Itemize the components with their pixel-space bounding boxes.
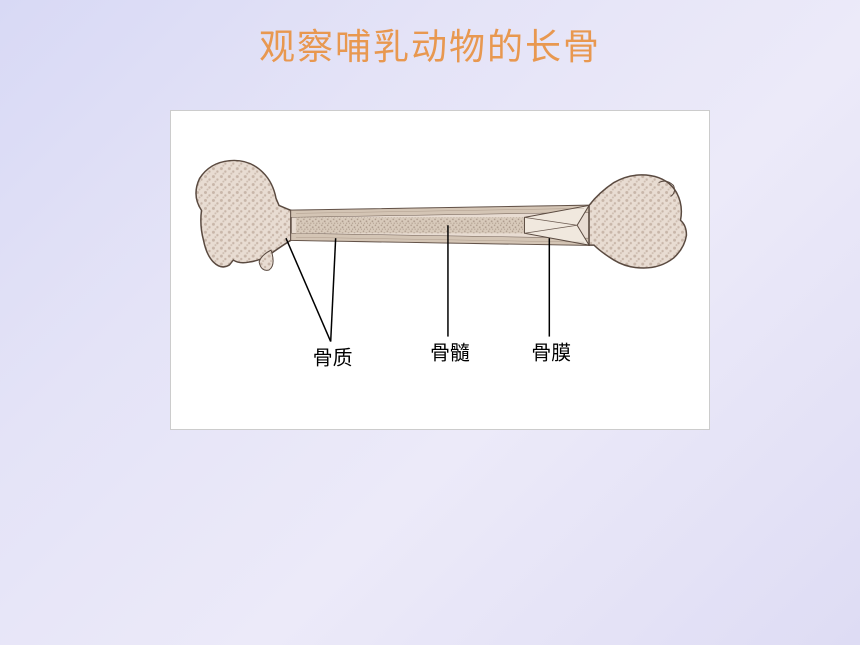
bone-diagram: 骨质 骨髓 骨膜	[170, 110, 710, 430]
bone-illustration: 骨质 骨髓 骨膜	[171, 111, 709, 429]
label-gumo: 骨膜	[531, 342, 571, 364]
bone-left-end	[196, 160, 291, 267]
label-guzhi: 骨质	[313, 347, 353, 369]
bone-right-end	[589, 175, 686, 268]
label-line-guzhi-1	[286, 238, 331, 341]
marrow-cavity	[296, 217, 525, 233]
page-title: 观察哺乳动物的长骨	[0, 0, 860, 70]
label-gusui: 骨髓	[430, 342, 470, 364]
label-line-guzhi-2	[331, 238, 336, 341]
